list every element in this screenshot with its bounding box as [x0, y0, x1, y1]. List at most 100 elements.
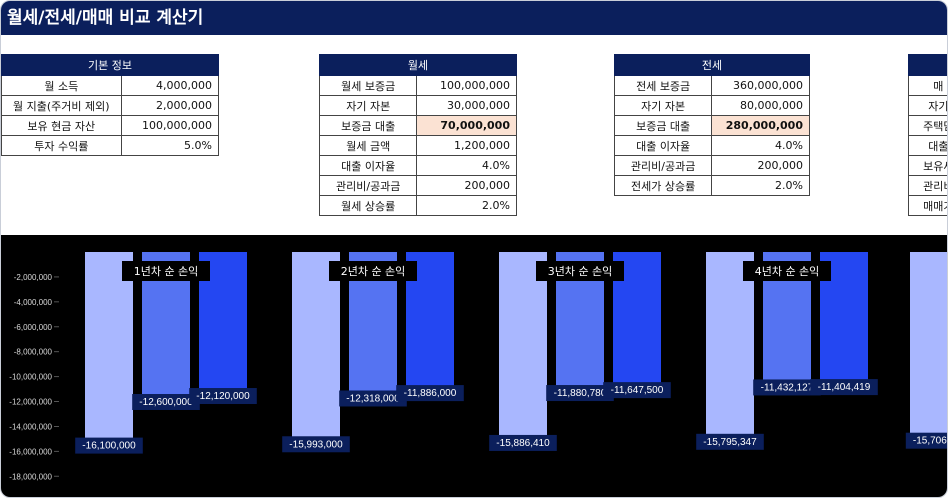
monthly-rent-value[interactable]: 30,000,000: [416, 95, 517, 116]
category-label-bg: [743, 261, 831, 281]
data-label-bg: [189, 388, 257, 405]
data-label-bg: [339, 390, 407, 407]
purchase-label: 주택담: [908, 115, 947, 136]
basic-info-label: 투자 수익률: [1, 135, 122, 156]
data-label: -12,600,000: [139, 397, 193, 408]
jeonse-label: 관리비/공과금: [613, 155, 713, 176]
jeonse-header: 전세: [614, 54, 810, 76]
jeonse-row: 전세가 상승률 2.0%: [613, 175, 810, 196]
bar-s1-3: [499, 252, 547, 450]
basic-info-row: 월 소득 4,000,000: [1, 75, 220, 96]
data-label: -11,432,127: [761, 382, 814, 393]
category-label: 4년차 순 손익: [755, 265, 820, 278]
purchase-row: 매매가: [908, 195, 947, 216]
data-label-bg: [905, 432, 947, 449]
data-label: -15,993,000: [289, 439, 343, 450]
y-tick-label: -18,000,000: [9, 472, 52, 481]
data-label: -15,706,0: [913, 436, 947, 447]
jeonse-row: 보증금 대출 280,000,000: [613, 115, 810, 136]
basic-info-value[interactable]: 5.0%: [120, 135, 220, 156]
monthly-rent-label: 자기 자본: [318, 95, 418, 116]
data-label-bg: [810, 379, 878, 396]
monthly-rent-row: 관리비/공과금 200,000: [318, 175, 517, 196]
basic-info-label: 월 지출(주거비 제외): [1, 95, 122, 116]
jeonse-value[interactable]: 4.0%: [711, 135, 810, 156]
jeonse-value[interactable]: 200,000: [711, 155, 810, 176]
jeonse-label: 대출 이자율: [613, 135, 713, 156]
jeonse-value[interactable]: 80,000,000: [711, 95, 810, 116]
y-tick-label: -12,000,000: [9, 398, 52, 407]
purchase-row: 보유세: [908, 155, 947, 176]
data-label: -11,886,000: [404, 388, 457, 399]
monthly-rent-value[interactable]: 200,000: [416, 175, 517, 196]
bar-s1-5: [910, 252, 947, 448]
basic-info-value[interactable]: 2,000,000: [120, 95, 220, 116]
data-label: -15,886,410: [496, 438, 550, 449]
purchase-label: 관리비: [908, 175, 947, 196]
monthly-rent-label: 월세 보증금: [318, 75, 418, 96]
monthly-rent-row: 자기 자본 30,000,000: [318, 95, 517, 116]
basic-info-row: 보유 현금 자산 100,000,000: [1, 115, 220, 136]
basic-info-row: 월 지출(주거비 제외) 2,000,000: [1, 95, 220, 116]
data-label: -12,120,000: [196, 391, 250, 402]
category-label: 2년차 순 손익: [341, 265, 406, 278]
purchase-label: 자기: [908, 95, 947, 116]
y-tick-label: -14,000,000: [9, 422, 52, 431]
y-tick-label: -4,000,000: [14, 298, 53, 307]
y-tick-label: -6,000,000: [14, 323, 53, 332]
purchase-row: 주택담: [908, 115, 947, 136]
jeonse-value[interactable]: 280,000,000: [711, 115, 810, 136]
jeonse-value[interactable]: 2.0%: [711, 175, 810, 196]
purchase-row: 매: [908, 75, 947, 96]
category-label-bg: [329, 261, 417, 281]
y-tick-label: -16,000,000: [9, 447, 52, 456]
monthly-rent-row: 대출 이자율 4.0%: [318, 155, 517, 176]
basic-info-value[interactable]: 4,000,000: [120, 75, 220, 96]
data-label-bg: [603, 382, 671, 399]
basic-info-value[interactable]: 100,000,000: [120, 115, 220, 136]
purchase-row: 자기: [908, 95, 947, 116]
monthly-rent-label: 대출 이자율: [318, 155, 418, 176]
data-label-bg: [696, 433, 764, 450]
data-label: -11,880,780: [554, 388, 607, 399]
basic-info-row: 투자 수익률 5.0%: [1, 135, 220, 156]
net-profit-chart: -2,000,000 -4,000,000 -6,000,000 -8,000,000…: [1, 235, 947, 497]
bar-s1-1: [85, 252, 133, 453]
monthly-rent-header: 월세: [319, 54, 517, 76]
jeonse-row: 관리비/공과금 200,000: [613, 155, 810, 176]
category-label: 1년차 순 손익: [134, 265, 199, 278]
jeonse-label: 자기 자본: [613, 95, 713, 116]
data-label-bg: [396, 385, 464, 402]
bar-s1-2: [292, 252, 340, 452]
data-label: -11,647,500: [611, 385, 664, 396]
monthly-rent-label: 월세 금액: [318, 135, 418, 156]
y-tick-label: -10,000,000: [9, 373, 52, 382]
monthly-rent-label: 보증금 대출: [318, 115, 418, 136]
data-label-bg: [753, 379, 821, 396]
basic-info-label: 월 소득: [1, 75, 122, 96]
monthly-rent-row: 보증금 대출 70,000,000: [318, 115, 517, 136]
monthly-rent-value[interactable]: 70,000,000: [416, 115, 517, 136]
page-title: 월세/전세/매매 비교 계산기: [1, 1, 947, 35]
monthly-rent-row: 월세 금액 1,200,000: [318, 135, 517, 156]
y-tick-label: -8,000,000: [14, 348, 53, 357]
jeonse-value[interactable]: 360,000,000: [711, 75, 810, 96]
monthly-rent-value[interactable]: 4.0%: [416, 155, 517, 176]
monthly-rent-value[interactable]: 1,200,000: [416, 135, 517, 156]
data-label: -16,100,000: [82, 441, 136, 452]
monthly-rent-value[interactable]: 2.0%: [416, 195, 517, 216]
jeonse-label: 전세가 상승률: [613, 175, 713, 196]
bar-s1-4: [706, 252, 754, 449]
data-label: -15,795,347: [703, 437, 757, 448]
basic-info-header: 기본 정보: [1, 54, 219, 76]
data-label-bg: [75, 437, 143, 454]
data-label-bg: [282, 436, 350, 453]
purchase-header: [908, 54, 947, 76]
data-label: -11,404,419: [818, 382, 871, 393]
jeonse-row: 전세 보증금 360,000,000: [613, 75, 810, 96]
monthly-rent-value[interactable]: 100,000,000: [416, 75, 517, 96]
data-label-bg: [546, 385, 614, 402]
purchase-row: 관리비: [908, 175, 947, 196]
monthly-rent-row: 월세 상승률 2.0%: [318, 195, 517, 216]
